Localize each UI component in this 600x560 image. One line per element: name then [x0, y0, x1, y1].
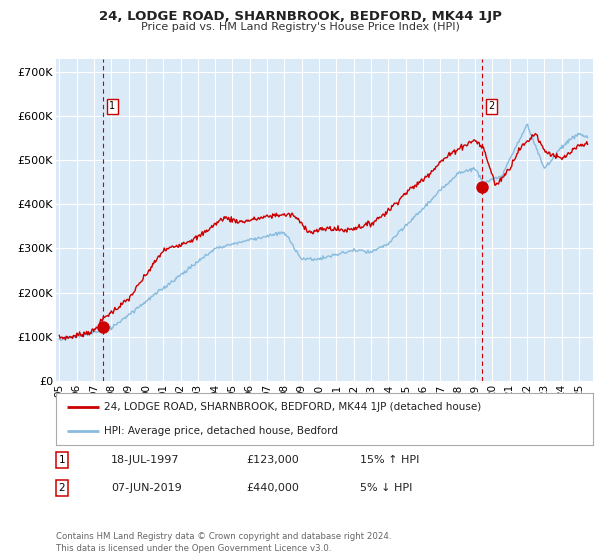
Text: £440,000: £440,000: [246, 483, 299, 493]
Text: £123,000: £123,000: [246, 455, 299, 465]
Text: 5% ↓ HPI: 5% ↓ HPI: [360, 483, 412, 493]
Text: 2: 2: [58, 483, 65, 493]
Text: 2: 2: [488, 101, 495, 111]
Text: 07-JUN-2019: 07-JUN-2019: [111, 483, 182, 493]
Text: 24, LODGE ROAD, SHARNBROOK, BEDFORD, MK44 1JP: 24, LODGE ROAD, SHARNBROOK, BEDFORD, MK4…: [98, 10, 502, 23]
Text: 1: 1: [109, 101, 115, 111]
Text: Price paid vs. HM Land Registry's House Price Index (HPI): Price paid vs. HM Land Registry's House …: [140, 22, 460, 32]
Text: Contains HM Land Registry data © Crown copyright and database right 2024.
This d: Contains HM Land Registry data © Crown c…: [56, 532, 391, 553]
Text: HPI: Average price, detached house, Bedford: HPI: Average price, detached house, Bedf…: [104, 426, 338, 436]
Text: 18-JUL-1997: 18-JUL-1997: [111, 455, 179, 465]
Text: 24, LODGE ROAD, SHARNBROOK, BEDFORD, MK44 1JP (detached house): 24, LODGE ROAD, SHARNBROOK, BEDFORD, MK4…: [104, 402, 481, 412]
Text: 1: 1: [58, 455, 65, 465]
Text: 15% ↑ HPI: 15% ↑ HPI: [360, 455, 419, 465]
